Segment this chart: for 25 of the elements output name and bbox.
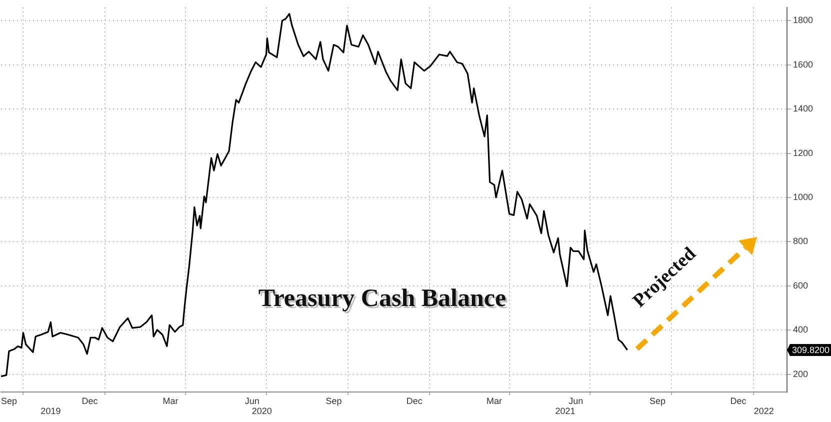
y-tick-label: 200 [793,368,808,379]
x-tick-label: Dec [82,396,98,406]
x2-tick-label: 2022 [754,406,774,416]
y-tick-label: 1400 [793,104,814,114]
x2-tick-label: 2019 [40,406,61,416]
x-tick-label: Mar [162,396,178,406]
x-tick-label: Sep [326,396,342,406]
x-tick-label: Sep [649,396,666,406]
x-tick-label: Mar [486,396,502,406]
y-tick-label: 1200 [793,148,814,158]
x-tick-label: Jun [568,396,584,406]
y-tick-label: 800 [793,236,808,246]
y-tick-label: 1600 [793,59,814,70]
y-tick-label: 400 [793,324,808,335]
x-tick-label: Jun [244,396,260,406]
x-tick-label: Sep [1,396,18,406]
x-tick-label: Dec [730,396,747,406]
x-tick-label: Dec [406,396,423,406]
x2-tick-label: 2021 [555,406,576,416]
x2-tick-label: 2020 [252,406,272,416]
text: 309.8200 [792,344,830,355]
text: Treasury Cash Balance [260,287,508,314]
y-tick-label: 1800 [793,15,814,26]
y-tick-label: 600 [793,280,808,290]
y-tick-label: 1000 [793,192,814,202]
